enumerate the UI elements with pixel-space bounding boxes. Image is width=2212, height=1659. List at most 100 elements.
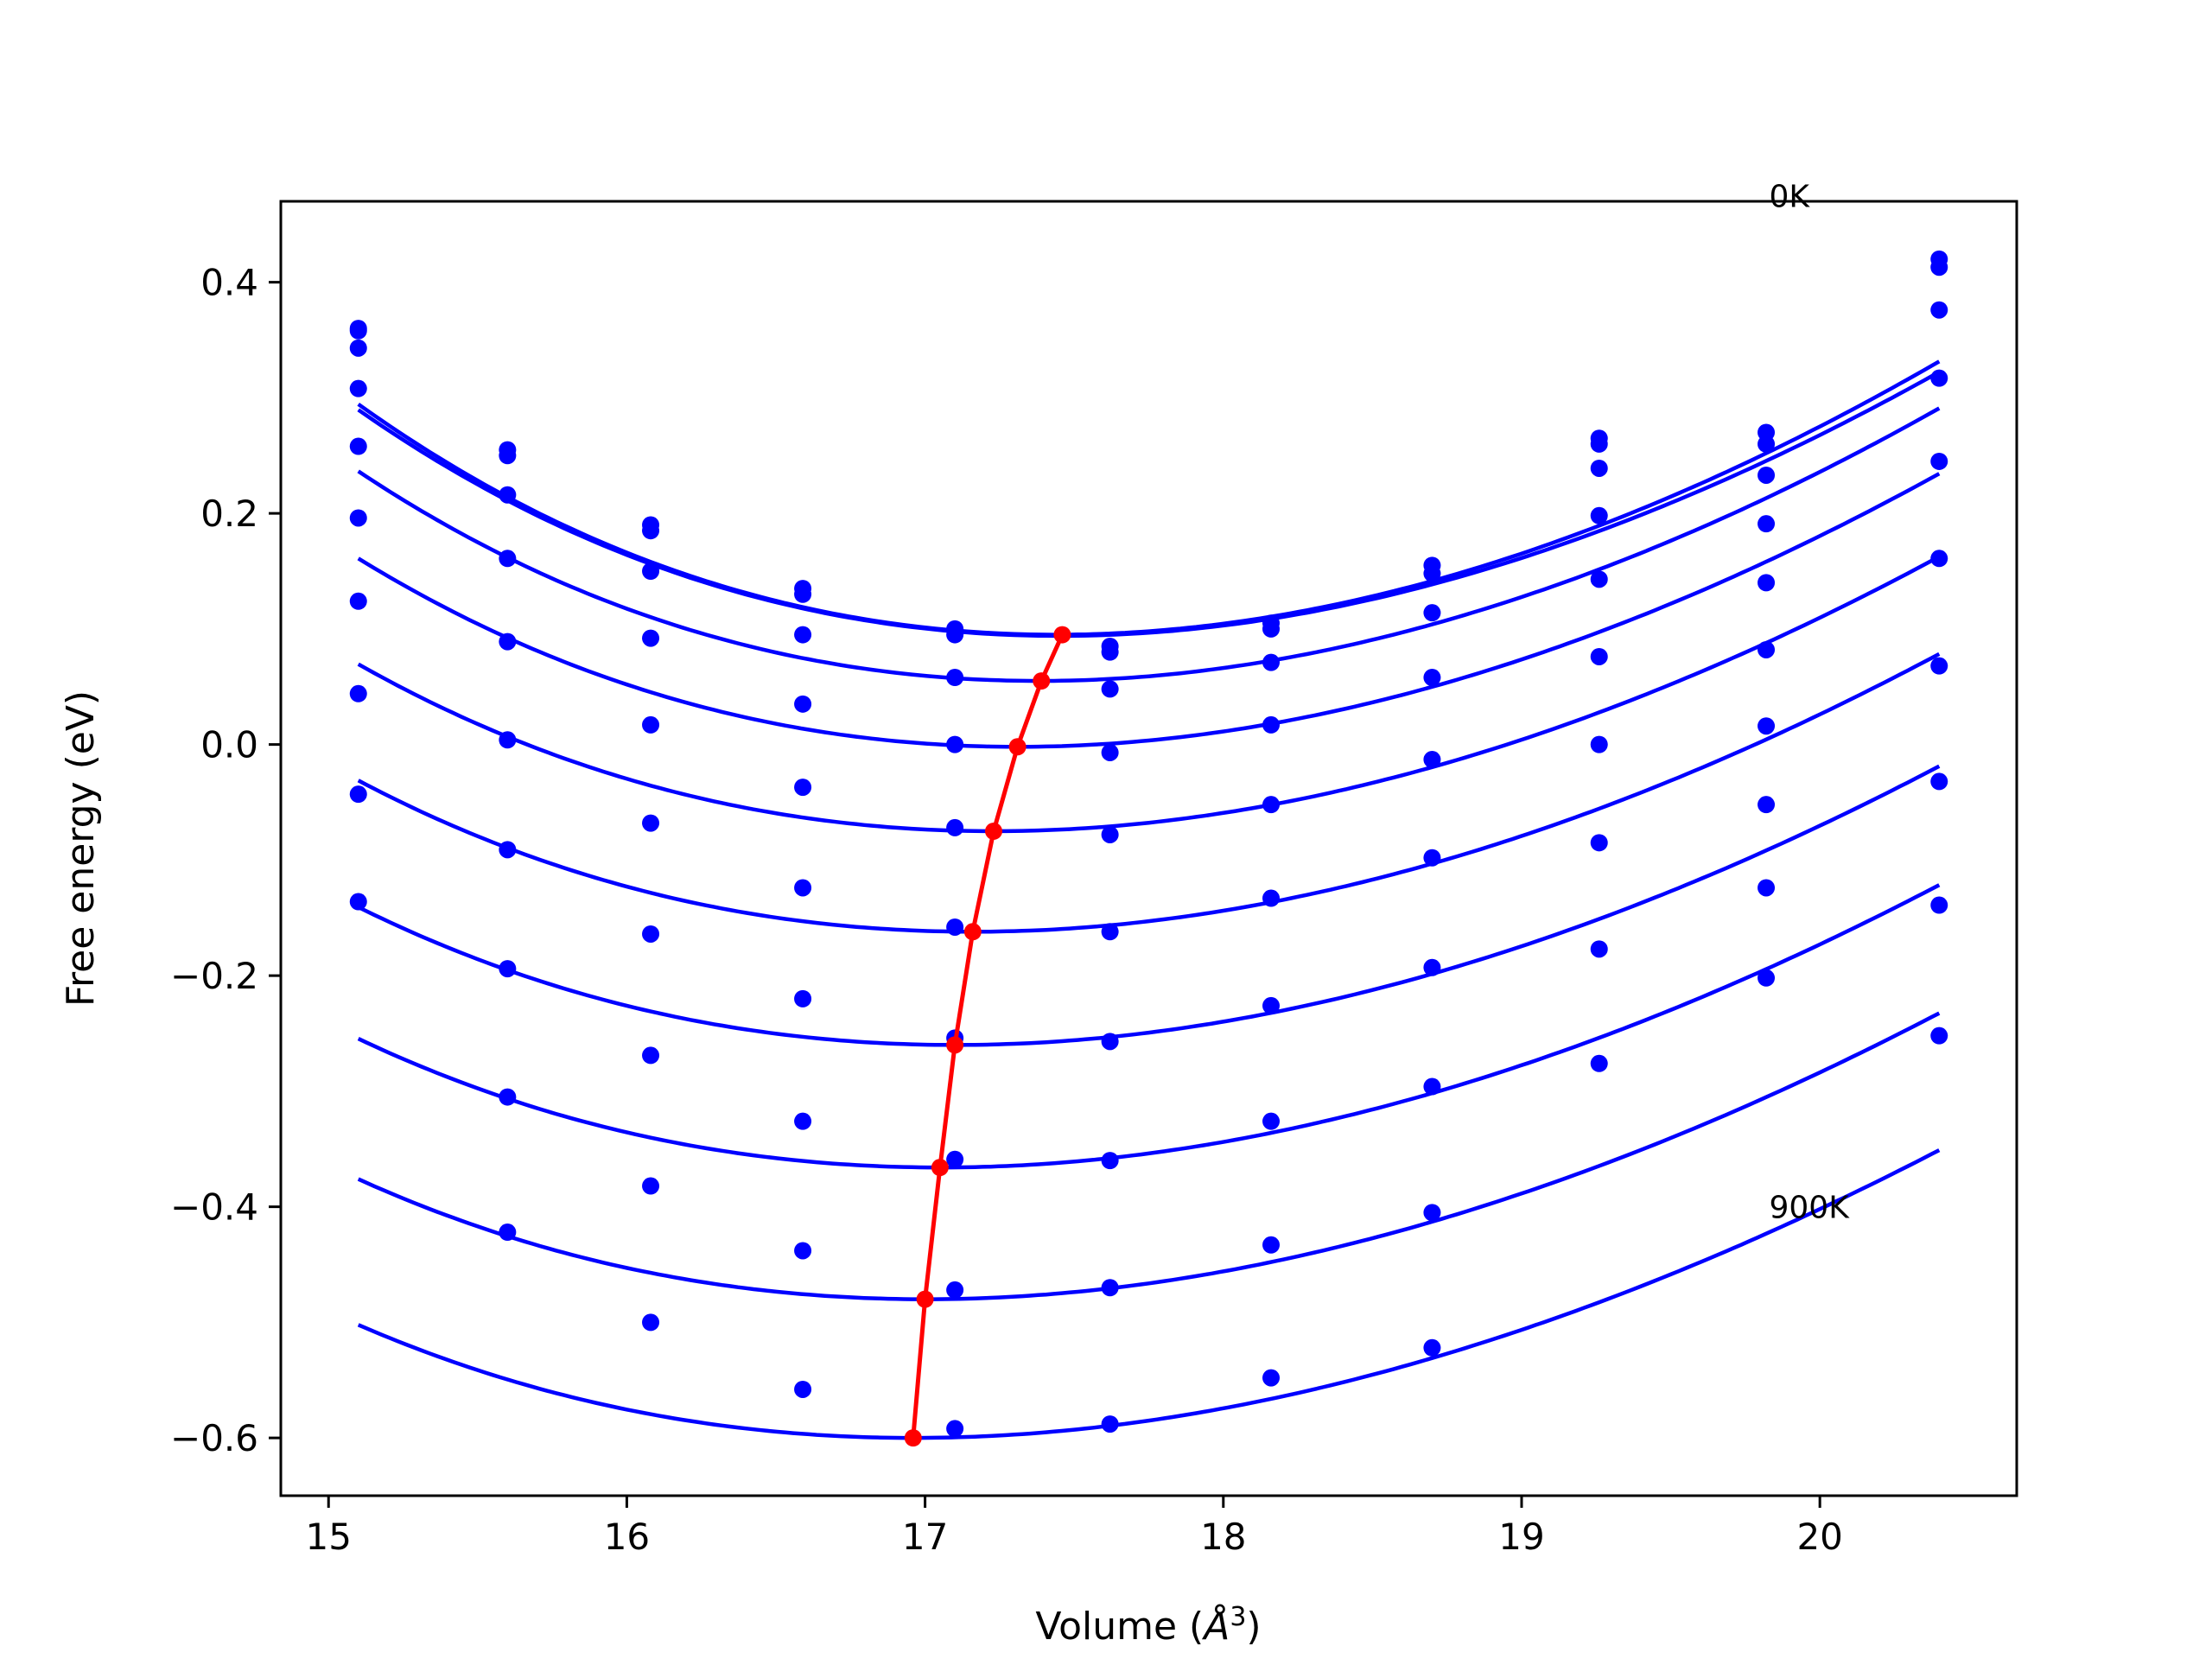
data-point-7-5 [1101,1152,1119,1170]
data-point-1-1 [499,447,517,465]
data-point-4-1 [499,632,517,651]
data-point-5-2 [642,814,660,832]
fit-curve-3 [357,472,1941,749]
annotation-1: 900K [1769,1191,1850,1226]
x-axis: 15 16 17 18 19 20 [306,1496,1843,1558]
data-point-9-2 [642,1313,660,1332]
y-tick-label-0: −0.6 [170,1417,258,1459]
data-point-4-4 [946,818,964,836]
y-tick-label-2: −0.2 [170,955,258,997]
y-tick-label-3: 0.0 [200,724,258,766]
data-point-8-6 [1262,1236,1281,1254]
data-point-5-3 [794,879,812,897]
data-point-7-4 [946,1150,964,1168]
x-tick-label-5: 20 [1796,1516,1842,1558]
fit-curve-5 [357,652,1941,934]
fit-curve-6 [357,764,1941,1047]
data-point-5-8 [1590,647,1608,665]
data-point-5-5 [1101,923,1119,941]
data-point-9-8 [1590,1054,1608,1072]
y-tick-label-1: −0.4 [170,1186,258,1229]
data-point-3-5 [1101,743,1119,761]
data-point-2-2 [642,563,660,580]
data-point-5-6 [1262,889,1281,907]
y-axis: −0.6 −0.4 −0.2 0.0 0.2 0.4 [170,262,281,1459]
data-point-3-2 [642,629,660,647]
data-point-2-7 [1423,604,1441,622]
minimum-point-6 [931,1159,949,1177]
data-point-8-9 [1758,879,1776,897]
data-point-7-3 [794,1112,812,1130]
data-point-2-6 [1262,653,1281,671]
data-point-7-2 [642,1046,660,1065]
data-point-2-10 [1930,301,1948,319]
data-point-3-8 [1590,506,1608,524]
fit-curve-4 [357,555,1941,834]
data-point-3-7 [1423,669,1441,687]
data-point-1-2 [642,522,660,540]
y-tick-label-4: 0.2 [200,493,258,535]
data-point-4-10 [1930,452,1948,470]
data-point-2-8 [1590,459,1608,477]
data-point-8-1 [499,1088,517,1106]
data-point-4-0 [349,437,367,455]
data-point-3-1 [499,550,517,568]
minimum-point-4 [963,923,982,941]
fit-curve-1 [357,370,1941,639]
plot-frame [279,200,2018,1497]
data-point-2-0 [349,339,367,357]
data-point-7-8 [1590,834,1608,852]
x-tick-label-1: 16 [604,1516,650,1558]
data-point-1-10 [1930,258,1948,276]
fit-curve-2 [357,406,1941,683]
data-point-2-3 [794,626,812,644]
data-point-5-10 [1930,550,1948,568]
data-point-7-9 [1758,796,1776,814]
data-point-1-7 [1423,564,1441,582]
data-point-9-3 [794,1380,812,1398]
data-point-9-4 [946,1420,964,1438]
data-point-1-6 [1262,620,1281,638]
minimum-point-2 [1008,738,1027,756]
annotations: 0K 900K [1769,179,1850,1225]
data-point-7-10 [1930,772,1948,791]
data-point-5-4 [946,918,964,936]
x-tick-label-3: 18 [1200,1516,1246,1558]
minimum-point-5 [946,1036,964,1054]
data-point-7-6 [1262,1112,1281,1130]
data-point-5-0 [349,509,367,527]
annotation-0: 0K [1769,179,1810,214]
data-point-2-4 [946,669,964,687]
data-point-3-10 [1930,369,1948,387]
fit-curve-7 [357,883,1941,1170]
data-point-9-1 [499,1224,517,1242]
data-point-8-10 [1930,896,1948,914]
data-point-4-5 [1101,825,1119,843]
minimum-point-7 [916,1290,934,1308]
fit-curve-9 [357,1148,1941,1440]
data-point-8-8 [1590,940,1608,958]
data-point-4-2 [642,715,660,734]
data-point-1-8 [1590,435,1608,453]
y-tick-label-5: 0.4 [200,262,258,304]
data-point-7-0 [349,684,367,702]
data-point-3-4 [946,735,964,753]
data-point-4-3 [794,779,812,797]
data-point-1-4 [946,626,964,644]
minimum-point-0 [1053,626,1071,644]
data-point-1-0 [349,321,367,340]
data-point-8-2 [642,1177,660,1195]
data-point-2-9 [1758,466,1776,484]
minimum-point-3 [985,822,1003,840]
data-point-6-1 [499,841,517,859]
data-point-8-3 [794,1242,812,1260]
data-point-9-0 [349,893,367,911]
data-point-6-5 [1101,1033,1119,1051]
data-point-4-9 [1758,574,1776,592]
data-point-3-9 [1758,515,1776,533]
data-point-5-7 [1423,849,1441,867]
data-point-3-3 [794,695,812,713]
data-point-8-7 [1423,1204,1441,1222]
data-point-4-7 [1423,751,1441,769]
